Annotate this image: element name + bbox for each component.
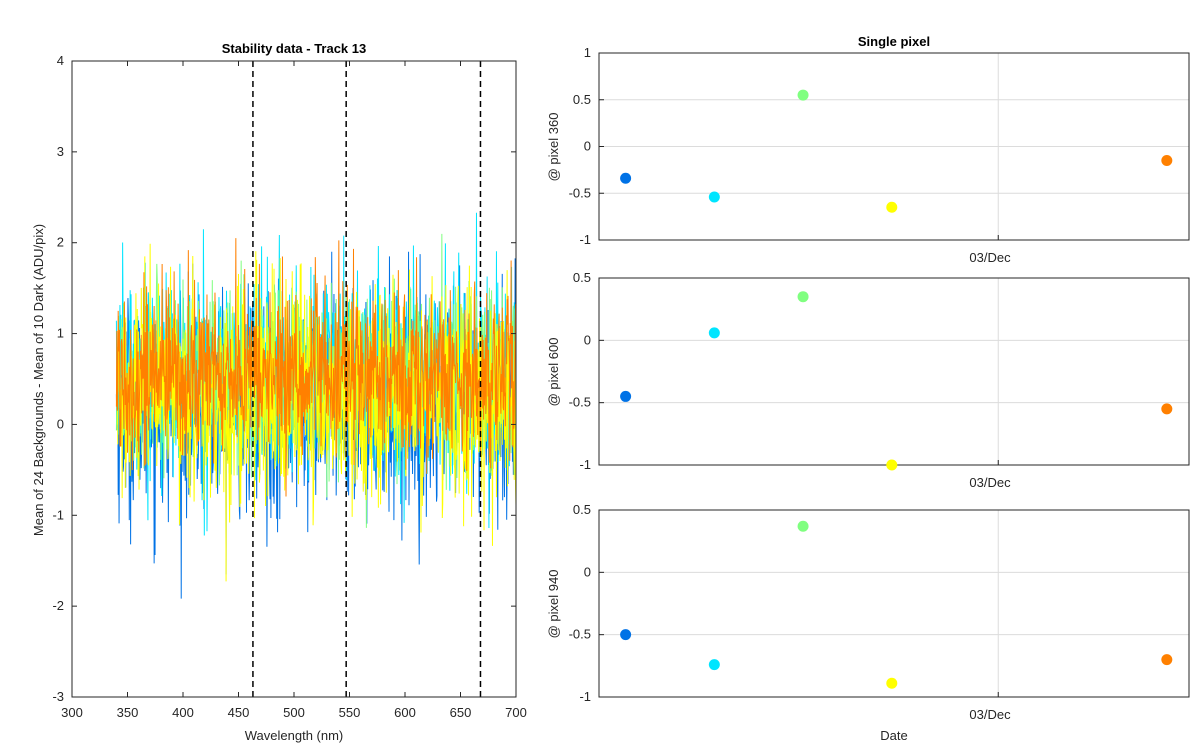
data-point <box>1161 654 1173 666</box>
y-tick-label: 0.5 <box>573 92 591 107</box>
plot-area <box>599 510 1189 697</box>
x-tick-label: 550 <box>339 705 361 720</box>
x-axis-label: Date <box>880 728 907 743</box>
y-axis-label: @ pixel 940 <box>546 570 561 639</box>
y-tick-label: 0 <box>584 564 591 579</box>
data-point <box>1161 155 1173 167</box>
x-tick-label: 300 <box>61 705 83 720</box>
data-point <box>886 459 898 471</box>
y-tick-label: 2 <box>57 235 64 250</box>
y-tick-label: 1 <box>584 45 591 60</box>
x-tick-label: 350 <box>117 705 139 720</box>
axes-frame <box>598 509 1190 698</box>
data-point <box>620 629 632 641</box>
single-pixel-chart-600: -1 -0.5 0 0.5 @ pixel 600 03/Dec <box>546 270 1190 490</box>
data-point <box>886 677 898 689</box>
y-axis-label: Mean of 24 Backgrounds - Mean of 10 Dark… <box>31 224 46 536</box>
data-point <box>708 327 720 339</box>
data-point <box>797 520 809 532</box>
chart-title: Single pixel <box>858 34 930 49</box>
data-point <box>620 390 632 402</box>
y-tick-label: 4 <box>57 53 64 68</box>
x-tick-label: 450 <box>228 705 250 720</box>
data-point <box>1161 403 1173 415</box>
y-tick-label: -0.5 <box>569 627 591 642</box>
y-tick-label: 1 <box>57 326 64 341</box>
y-tick-label: -2 <box>52 598 64 613</box>
y-tick-label: 0.5 <box>573 502 591 517</box>
single-pixel-chart-360: -1 -0.5 0 0.5 1 Single pixel @ pixel 360 03/… <box>546 34 1190 265</box>
x-axis-label: Wavelength (nm) <box>245 728 344 743</box>
y-tick-label: 0 <box>57 416 64 431</box>
y-tick-label: 3 <box>57 144 64 159</box>
panel-axes: -1 -0.5 0 0.5 <box>569 270 1190 472</box>
data-point <box>708 659 720 671</box>
x-tick-label: 400 <box>172 705 194 720</box>
y-tick-label: -1 <box>579 232 591 247</box>
spectrum-chart: Stability data - Track 13 300 350 400 450 50… <box>31 41 527 743</box>
y-tick-label: -0.5 <box>569 395 591 410</box>
y-tick-label: 0 <box>584 332 591 347</box>
data-point <box>797 291 809 303</box>
plot-area <box>599 278 1189 465</box>
y-tick-label: -1 <box>52 507 64 522</box>
x-tick-label: 03/Dec <box>969 475 1011 490</box>
y-tick-label: 0.5 <box>573 270 591 285</box>
x-tick-label: 03/Dec <box>969 250 1011 265</box>
single-pixel-chart-940: -1 -0.5 0 0.5 @ pixel 940 03/Dec Date <box>546 502 1190 743</box>
y-tick-label: -1 <box>579 689 591 704</box>
panel-axes: -1 -0.5 0 0.5 <box>569 502 1190 704</box>
data-point <box>797 89 809 101</box>
x-tick-label: 700 <box>505 705 527 720</box>
y-tick-label: -3 <box>52 689 64 704</box>
x-tick-label: 600 <box>394 705 416 720</box>
x-tick-label: 650 <box>450 705 472 720</box>
panel-axes: -1 -0.5 0 0.5 1 <box>569 45 1190 247</box>
data-point <box>886 201 898 213</box>
chart-title: Stability data - Track 13 <box>222 41 367 56</box>
y-tick-label: -0.5 <box>569 185 591 200</box>
series-line <box>115 238 516 497</box>
data-point <box>708 191 720 203</box>
y-axis-label: @ pixel 600 <box>546 338 561 407</box>
y-tick-label: 0 <box>584 139 591 154</box>
y-axis-label: @ pixel 360 <box>546 113 561 182</box>
data-point <box>620 172 632 184</box>
x-tick-label: 500 <box>283 705 305 720</box>
y-tick-label: -1 <box>579 457 591 472</box>
x-tick-label: 03/Dec <box>969 707 1011 722</box>
